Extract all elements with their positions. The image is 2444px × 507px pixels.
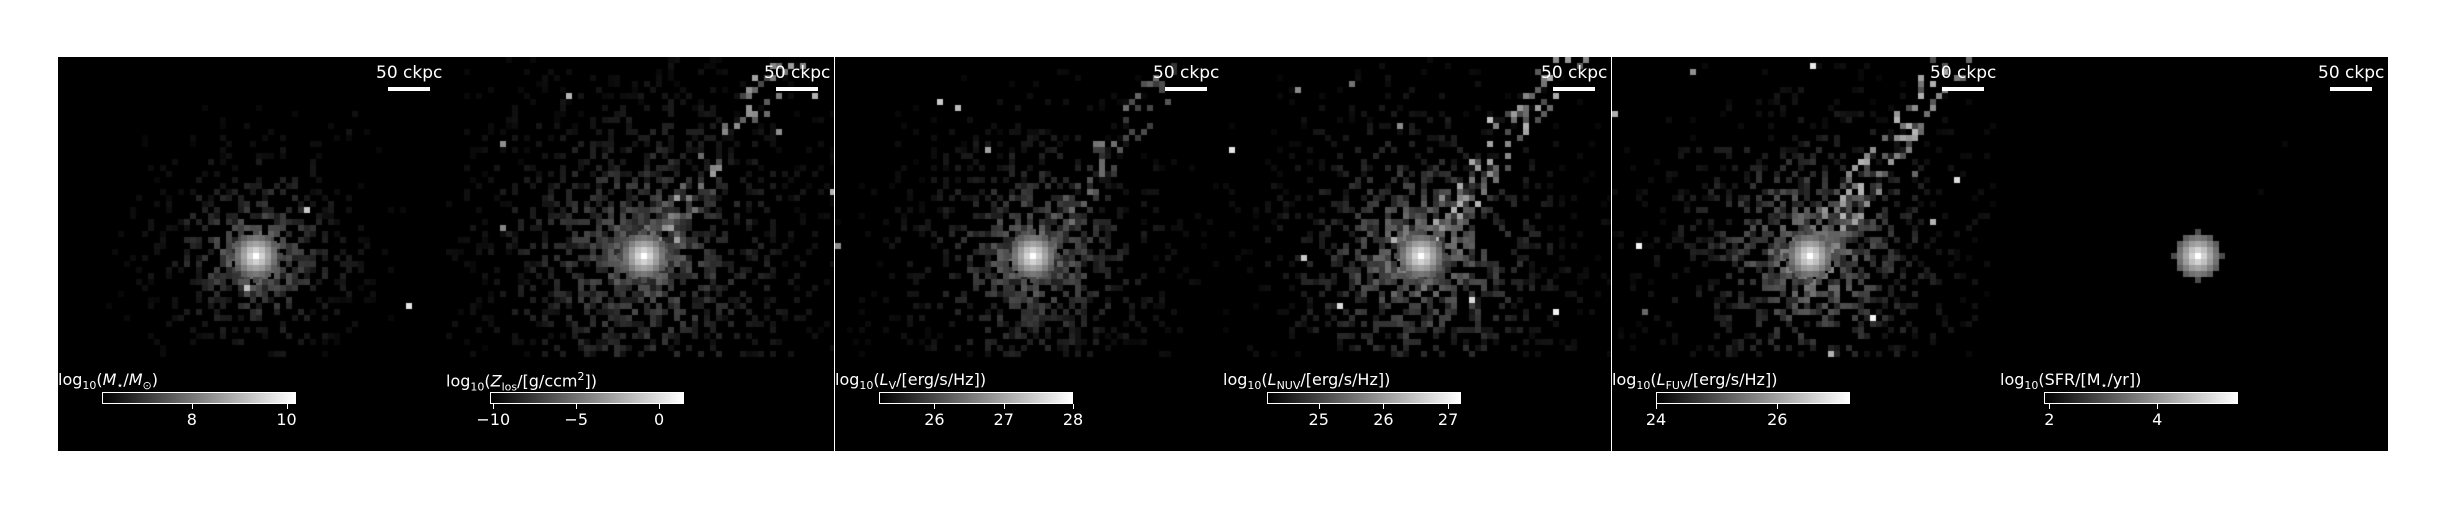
colorbar — [879, 392, 1073, 404]
colorbar-tick — [1656, 404, 1657, 409]
scalebar-label: 50 ckpc — [764, 63, 831, 83]
colorbar-tick-label: 8 — [186, 410, 197, 429]
colorbar-label: log10(LNUV/[erg/s/Hz]) — [1223, 370, 1391, 393]
colorbar-tick — [2049, 404, 2051, 409]
map-panel-6: 50 ckpc log10(SFR/[M⋆/yr]) 2 4 — [2000, 57, 2388, 451]
scalebar-line — [2330, 87, 2372, 91]
colorbar-tick-label: 2 — [2044, 410, 2055, 429]
colorbar-label: log10(M⋆/M⊙) — [58, 370, 159, 393]
colorbar — [490, 392, 684, 404]
colorbar-tick-label: 28 — [1062, 410, 1084, 429]
colorbar-label: log10(LV/[erg/s/Hz]) — [835, 370, 987, 393]
colorbar-tick-label: 25 — [1308, 410, 1329, 429]
colorbar-tick-label: 26 — [1767, 410, 1788, 429]
colorbar-tick — [1777, 404, 1779, 409]
colorbar-tick — [1448, 404, 1450, 409]
colorbar-label: log10(Zlos/[g/ccm2]) — [446, 370, 597, 394]
colorbar-tick — [1003, 404, 1005, 409]
colorbar-tick-label: 24 — [1645, 410, 1667, 429]
colorbar-tick — [659, 404, 661, 409]
colorbar-tick-label: 26 — [924, 410, 945, 429]
colorbar-tick-label: −5 — [564, 410, 589, 429]
scalebar-label: 50 ckpc — [2318, 63, 2385, 83]
map-panel-4: 50 ckpc log10(LNUV/[erg/s/Hz]) 25 26 27 — [1223, 57, 1611, 451]
scalebar-label: 50 ckpc — [1153, 63, 1220, 83]
colorbar-tick — [1073, 404, 1074, 409]
colorbar — [2044, 392, 2238, 404]
colorbar-tick — [493, 404, 495, 409]
colorbar — [1656, 392, 1850, 404]
colorbar-tick-label: 0 — [654, 410, 665, 429]
map-panel-1: 50 ckpc log10(M⋆/M⊙) 8 10 — [58, 57, 446, 451]
scalebar-line — [388, 87, 430, 91]
projection-map — [2000, 57, 2388, 451]
map-panel-3: 50 ckpc log10(LV/[erg/s/Hz]) 26 27 28 — [835, 57, 1223, 451]
map-panel-5: 50 ckpc log10(LFUV/[erg/s/Hz]) 24 26 — [1612, 57, 2000, 451]
scalebar-line — [1942, 87, 1984, 91]
scalebar-line — [1553, 87, 1595, 91]
projection-map — [1612, 57, 2000, 451]
colorbar-label: log10(LFUV/[erg/s/Hz]) — [1612, 370, 1778, 393]
colorbar-tick — [934, 404, 936, 409]
colorbar-tick — [1383, 404, 1385, 409]
colorbar-tick — [576, 404, 578, 409]
scalebar-line — [776, 87, 818, 91]
scalebar-label: 50 ckpc — [1930, 63, 1997, 83]
colorbar-tick — [191, 404, 193, 409]
colorbar-label: log10(SFR/[M⋆/yr]) — [2000, 370, 2142, 393]
colorbar-tick-label: 10 — [276, 410, 297, 429]
colorbar-tick-label: 27 — [993, 410, 1014, 429]
projection-map — [835, 57, 1223, 451]
colorbar-tick-label: 26 — [1373, 410, 1394, 429]
projection-map — [58, 57, 446, 451]
colorbar-tick — [2157, 404, 2159, 409]
projection-map — [446, 57, 834, 451]
colorbar — [102, 392, 296, 404]
colorbar-tick-label: −10 — [476, 410, 511, 429]
colorbar-tick — [1318, 404, 1320, 409]
map-panel-2: 50 ckpc log10(Zlos/[g/ccm2]) −10 −5 0 — [446, 57, 834, 451]
scalebar-label: 50 ckpc — [1541, 63, 1608, 83]
colorbar-tick-label: 4 — [2152, 410, 2163, 429]
colorbar-tick-label: 27 — [1437, 410, 1459, 429]
colorbar-tick — [286, 404, 288, 409]
scalebar-line — [1165, 87, 1207, 91]
scalebar-label: 50 ckpc — [376, 63, 443, 83]
colorbar — [1267, 392, 1461, 404]
projection-map — [1223, 57, 1611, 451]
